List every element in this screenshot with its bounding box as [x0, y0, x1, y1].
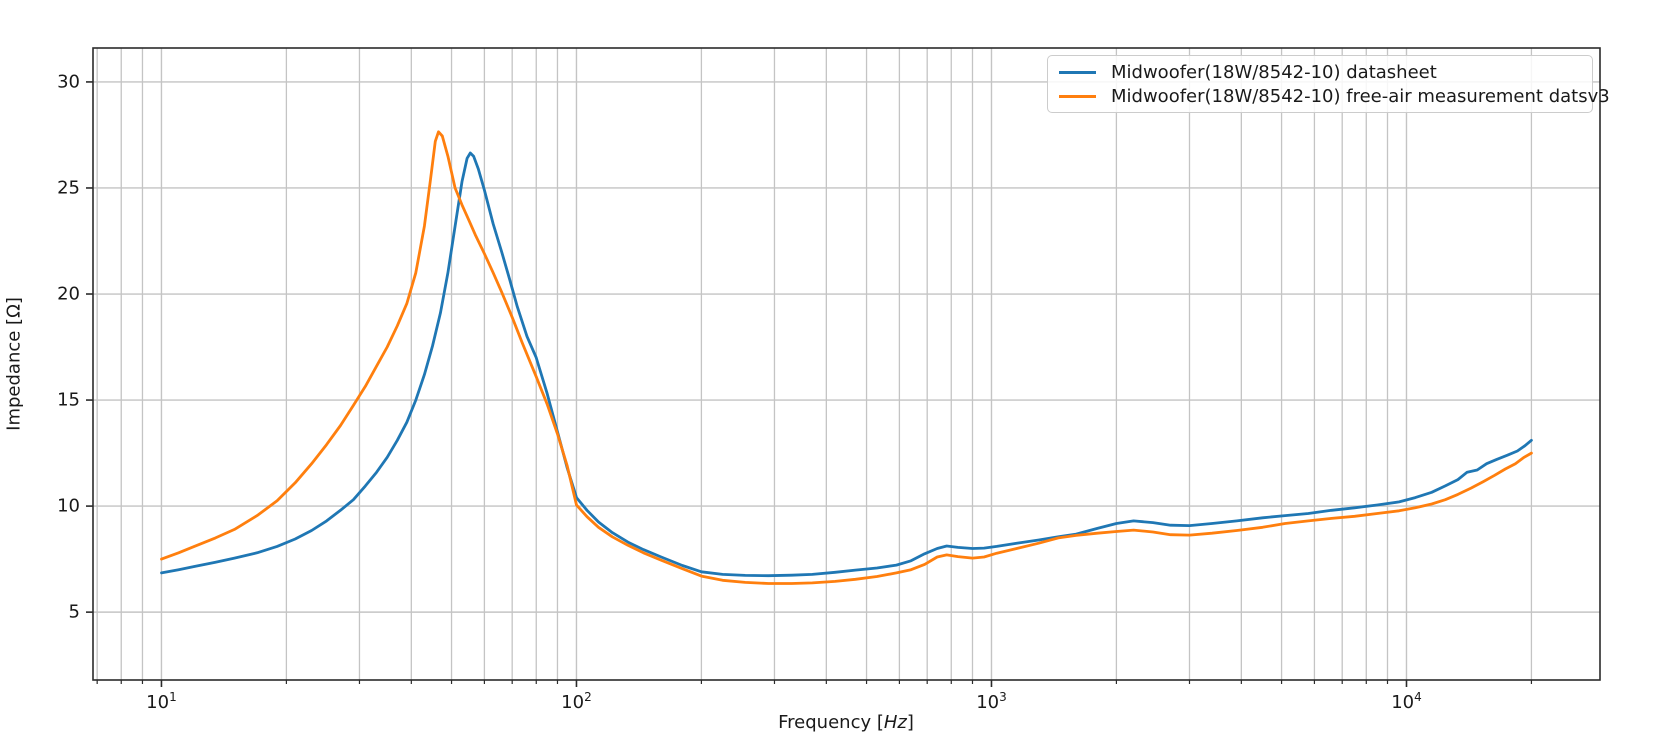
- legend-entry: Midwoofer(18W/8542-10) datasheet: [1059, 61, 1582, 85]
- y-tick-label: 15: [57, 389, 80, 411]
- x-axis-label-unit: Hz: [883, 712, 907, 733]
- y-axis-label: Impedance [Ω]: [3, 297, 25, 431]
- x-axis-label: Frequency [Hz]: [778, 712, 914, 733]
- series-line-1: [160, 130, 1533, 585]
- legend-line-swatch-datasheet: [1059, 71, 1096, 75]
- x-tick-label: 103: [976, 690, 1007, 713]
- series-line-0: [160, 151, 1533, 578]
- x-tick-label: 101: [146, 690, 177, 713]
- x-tick-label: 104: [1391, 690, 1422, 713]
- y-tick-label: 30: [57, 71, 80, 93]
- x-axis-label-close: ]: [906, 712, 914, 733]
- y-tick-label: 10: [57, 495, 80, 517]
- y-tick-label: 25: [57, 177, 80, 199]
- y-tick-label: 5: [68, 601, 80, 623]
- x-axis-label-text: Frequency [: [778, 712, 884, 733]
- legend-label: Midwoofer(18W/8542-10) free-air measurem…: [1111, 85, 1610, 107]
- legend-entry: Midwoofer(18W/8542-10) free-air measurem…: [1059, 85, 1610, 109]
- legend-line-swatch-free-air: [1059, 94, 1096, 98]
- y-tick-label: 20: [57, 283, 80, 305]
- legend-label: Midwoofer(18W/8542-10) datasheet: [1111, 62, 1437, 84]
- plot-frame: [92, 47, 1601, 681]
- x-tick-label: 102: [561, 690, 592, 713]
- legend: Midwoofer(18W/8542-10) datasheet Midwoof…: [1047, 55, 1610, 113]
